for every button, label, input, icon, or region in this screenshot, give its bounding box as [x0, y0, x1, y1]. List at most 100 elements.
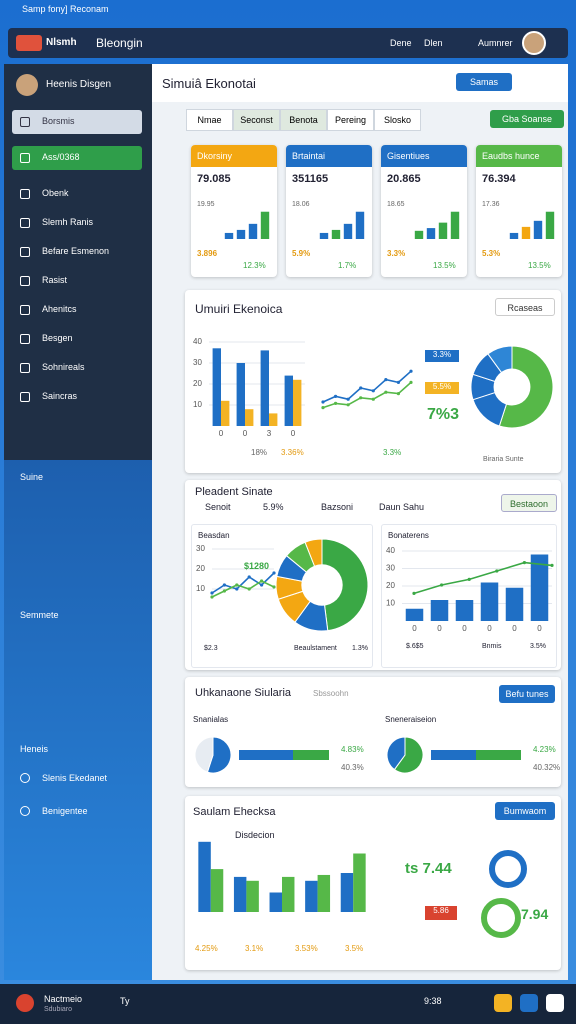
foot-label: 3.5%: [345, 944, 364, 953]
user-name[interactable]: Aumnrer: [478, 38, 513, 48]
tray-icon[interactable]: [546, 994, 564, 1012]
window-controls: [490, 3, 570, 17]
sidebar-group[interactable]: Semmete: [20, 610, 59, 620]
tray-icon[interactable]: [520, 994, 538, 1012]
sidebar-item[interactable]: Sohnireals: [12, 356, 142, 380]
sidebar-item-label[interactable]: Ahenitcs: [42, 304, 77, 314]
foot-label: Bnmis: [482, 643, 502, 650]
sidebar-item[interactable]: Ass/0368: [12, 146, 142, 170]
note: Biraria Sunte: [483, 456, 524, 463]
chip[interactable]: Senoit: [205, 502, 231, 512]
note: 4.83%: [341, 745, 364, 754]
button[interactable]: Bestaoon: [501, 494, 557, 512]
card: Umuiri Ekenoica Rcaseas 10 20 30 40 0 0 3 0 3.3% 5.…: [185, 290, 561, 473]
header-link[interactable]: Dene: [390, 38, 412, 48]
card: Dkorsiny 79.085 19.95 3.896 12.3%: [191, 145, 277, 277]
sidebar-item[interactable]: Borsmis: [12, 110, 142, 134]
header-link[interactable]: Dlen: [424, 38, 443, 48]
card-title: Bonaterens: [388, 531, 429, 540]
bar: [450, 211, 460, 239]
bar: [233, 876, 247, 912]
sidebar-item-label[interactable]: Rasist: [42, 275, 68, 285]
sidebar-link[interactable]: Slenis Ekedanet: [42, 773, 108, 783]
point: [333, 394, 338, 398]
bar: [533, 220, 543, 239]
foot-label: 3.53%: [295, 944, 318, 953]
sidebar-item[interactable]: Obenk: [12, 182, 142, 206]
x-tick-label: 0: [219, 429, 224, 438]
button[interactable]: Rcaseas: [495, 298, 555, 316]
section-title: Umuiri Ekenoica: [195, 302, 283, 316]
sidebar-item[interactable]: Rasist: [12, 269, 142, 293]
sidebar-item-label[interactable]: Sohnireals: [42, 362, 85, 372]
sidebar-item[interactable]: Besgen: [12, 327, 142, 351]
kpi-label: 19.95: [197, 201, 215, 208]
big-value: ts 7.44: [405, 860, 452, 877]
tab[interactable]: Slosko: [374, 109, 421, 131]
sidebar-item-label[interactable]: Slemh Ranis: [42, 217, 94, 227]
tab[interactable]: Pereing: [327, 109, 374, 131]
foot-label: Beaulstament: [294, 645, 337, 652]
chart: [321, 369, 413, 410]
tab[interactable]: Benota: [280, 109, 327, 131]
sidebar-item-label[interactable]: Befare Esmenon: [42, 246, 110, 256]
sidebar-item[interactable]: Slemh Ranis: [12, 211, 142, 235]
button[interactable]: Samas: [456, 73, 512, 91]
note: 4.23%: [533, 745, 556, 754]
tray-icon[interactable]: [494, 994, 512, 1012]
sidebar-item-label[interactable]: Saincras: [42, 391, 78, 401]
taskbar-sub: Sdubiaro: [44, 1006, 73, 1013]
sidebar-item-label[interactable]: Borsmis: [42, 116, 75, 126]
ring: [489, 850, 527, 888]
sidebar-item-label[interactable]: Obenk: [42, 188, 69, 198]
bar: [455, 600, 474, 621]
kpi-title: Brtaintai: [292, 151, 326, 161]
sidebar-item-label[interactable]: Ass/0368: [42, 152, 80, 162]
kpi-value: 79.085: [197, 173, 231, 185]
point: [321, 406, 325, 410]
chart: [319, 211, 365, 239]
icon: [20, 363, 30, 373]
button[interactable]: Bumwaom: [495, 802, 555, 820]
sidebar-item[interactable]: Saincras: [12, 385, 142, 409]
chip[interactable]: 5.9%: [263, 502, 284, 512]
sidebar-link[interactable]: Benigentee: [42, 806, 88, 816]
chip[interactable]: Daun Sahu: [379, 502, 425, 512]
bar: [236, 363, 245, 426]
icon: [20, 334, 30, 344]
clock: 9:38: [424, 996, 442, 1006]
bar: [331, 229, 341, 239]
y-tick-label: 10: [193, 400, 202, 409]
icon: [20, 117, 30, 127]
chip[interactable]: Bazsoni: [321, 502, 354, 512]
tab[interactable]: Nmae: [186, 109, 233, 131]
button[interactable]: Befu tunes: [499, 685, 555, 703]
bar: [236, 229, 246, 239]
sidebar-item[interactable]: Befare Esmenon: [12, 240, 142, 264]
icon: [20, 773, 30, 783]
kpi-header: [191, 145, 277, 167]
chart: [386, 736, 424, 774]
card: Beasdan 10 20 30 $1280 $2.3 Beaulstament 1.3%: [191, 524, 373, 668]
point: [396, 392, 401, 396]
line: [211, 572, 275, 594]
sidebar-item[interactable]: Ahenitcs: [12, 298, 142, 322]
kpi-label: 18.65: [387, 201, 405, 208]
bar: [340, 873, 354, 912]
sidebar-group[interactable]: Suine: [20, 472, 44, 482]
ring: [481, 898, 521, 938]
sidebar-group[interactable]: Heneis: [20, 744, 49, 754]
x-tick-label: 0: [437, 624, 442, 633]
chart: [275, 538, 369, 632]
sidebar-item-label[interactable]: Besgen: [42, 333, 73, 343]
taskbar-menu[interactable]: Ty: [120, 996, 130, 1006]
y-tick-label: 10: [196, 584, 205, 593]
bar: [319, 232, 329, 239]
y-tick-label: 40: [386, 546, 395, 555]
button[interactable]: Gba Soanse: [490, 110, 564, 128]
y-tick-label: 20: [386, 581, 395, 590]
bar: [355, 211, 365, 239]
bar: [530, 554, 549, 621]
tab[interactable]: Seconst: [233, 109, 280, 131]
pie-slice: [321, 538, 369, 632]
